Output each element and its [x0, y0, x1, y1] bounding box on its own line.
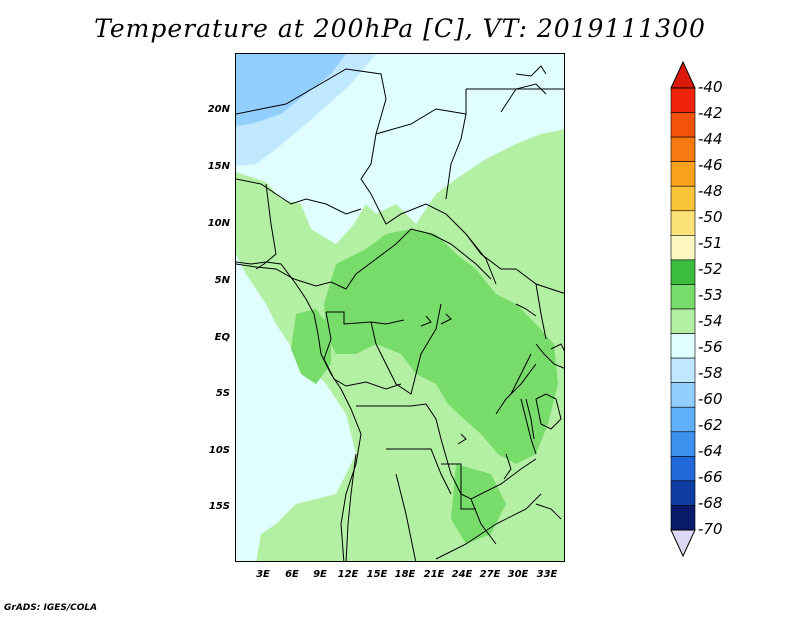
colorbar-top-arrow — [670, 60, 696, 89]
colorbar-swatch — [670, 235, 696, 261]
colorbar-swatch — [670, 161, 696, 187]
colorbar-label: -58 — [698, 364, 723, 382]
lat-label: 15N — [207, 161, 230, 172]
colorbar-label: -53 — [698, 286, 723, 304]
colorbar-swatch — [670, 210, 696, 236]
colorbar-label: -56 — [698, 338, 723, 356]
lon-label: 21E — [423, 569, 445, 580]
lakes — [420, 303, 564, 520]
colorbar-label: -44 — [698, 130, 723, 148]
colorbar-swatch — [670, 480, 696, 506]
lat-label: 10S — [208, 445, 230, 456]
lon-label: 24E — [451, 569, 473, 580]
lon-label: 30E — [507, 569, 529, 580]
colorbar-label: -52 — [698, 260, 723, 278]
temperature-map — [236, 54, 564, 561]
lon-label: 9E — [313, 569, 327, 580]
map-panel — [235, 53, 565, 562]
colorbar-label: -46 — [698, 156, 723, 174]
red-sea-coast — [500, 65, 547, 113]
country-borders — [236, 68, 564, 561]
lat-label: 10N — [207, 218, 230, 229]
colorbar-swatch — [670, 87, 696, 113]
lon-label: 27E — [479, 569, 501, 580]
lon-label: 6E — [285, 569, 299, 580]
colorbar-label: -60 — [698, 390, 723, 408]
colorbar-label: -50 — [698, 208, 723, 226]
colorbar-swatch — [670, 259, 696, 285]
lon-label: 15E — [366, 569, 388, 580]
colorbar — [670, 60, 696, 558]
colorbar-swatch — [670, 284, 696, 310]
colorbar-swatch — [670, 308, 696, 334]
warm-region-52 — [324, 229, 558, 464]
colorbar-swatch — [670, 357, 696, 383]
colorbar-label: -51 — [698, 234, 723, 252]
colorbar-swatch — [670, 136, 696, 162]
lat-label: 20N — [207, 104, 230, 115]
colorbar-label: -66 — [698, 468, 723, 486]
map-title: Temperature at 200hPa [C], VT: 201911130… — [94, 14, 706, 43]
colorbar-label: -48 — [698, 182, 723, 200]
coastline — [236, 261, 362, 561]
colorbar-label: -68 — [698, 494, 723, 512]
warm-region-52-southeast — [451, 464, 506, 544]
colorbar-label: -62 — [698, 416, 723, 434]
colorbar-swatch — [670, 406, 696, 433]
lat-label: 15S — [208, 501, 230, 512]
lon-label: 18E — [394, 569, 416, 580]
colorbar-swatch — [670, 456, 696, 482]
colorbar-swatch — [670, 382, 696, 408]
colorbar-swatch — [670, 431, 696, 457]
colorbar-swatch — [670, 185, 696, 212]
colorbar-label: -70 — [698, 520, 723, 538]
lat-label: 5S — [215, 388, 230, 399]
lon-label: 33E — [536, 569, 558, 580]
colorbar-label: -54 — [698, 312, 723, 330]
colorbar-label: -40 — [698, 78, 723, 96]
warm-region-52-west — [291, 309, 331, 384]
colorbar-swatch — [670, 505, 696, 531]
lon-label: 3E — [256, 569, 270, 580]
colorbar-label: -42 — [698, 104, 723, 122]
lat-label: EQ — [214, 332, 230, 343]
colorbar-swatch — [670, 333, 696, 359]
colorbar-bottom-arrow — [670, 529, 696, 558]
lon-label: 12E — [337, 569, 359, 580]
colorbar-label: -64 — [698, 442, 723, 460]
colorbar-swatch — [670, 112, 696, 138]
grads-credit: GrADS: IGES/COLA — [4, 603, 98, 613]
lat-label: 5N — [214, 275, 230, 286]
